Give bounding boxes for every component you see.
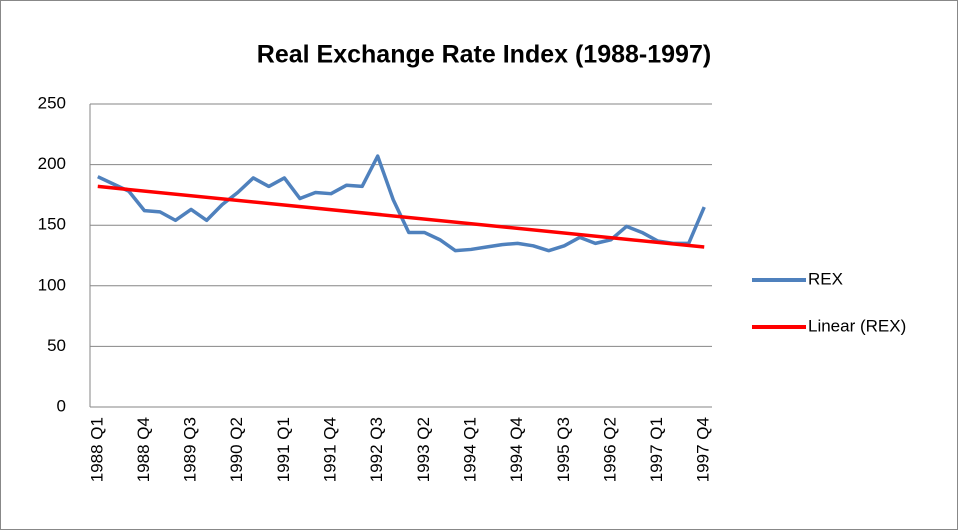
trend-line	[97, 184, 705, 249]
y-tick-label: 50	[47, 336, 66, 355]
x-tick-label: 1994 Q1	[460, 417, 479, 482]
y-tick-label: 150	[38, 215, 66, 234]
legend-label: Linear (REX)	[808, 316, 906, 335]
x-tick-label: 1997 Q4	[694, 417, 713, 482]
x-tick-label: 1991 Q4	[321, 417, 340, 482]
y-tick-label: 100	[38, 275, 66, 294]
x-tick-label: 1993 Q2	[414, 417, 433, 482]
x-tick-label: 1989 Q3	[181, 417, 200, 482]
y-tick-label: 250	[38, 93, 66, 112]
y-tick-label: 0	[57, 396, 66, 415]
x-tick-label: 1997 Q1	[647, 417, 666, 482]
x-tick-label: 1990 Q2	[227, 417, 246, 482]
x-tick-label: 1991 Q1	[274, 417, 293, 482]
x-tick-label: 1996 Q2	[600, 417, 619, 482]
x-tick-label: 1994 Q4	[507, 417, 526, 482]
legend-label: REX	[808, 269, 843, 288]
chart-title: Real Exchange Rate Index (1988-1997)	[257, 41, 711, 69]
x-tick-label: 1992 Q3	[367, 417, 386, 482]
y-tick-label: 200	[38, 154, 66, 173]
x-tick-label: 1988 Q4	[134, 417, 153, 482]
x-tick-label: 1995 Q3	[554, 417, 573, 482]
x-tick-label: 1988 Q1	[87, 417, 106, 482]
